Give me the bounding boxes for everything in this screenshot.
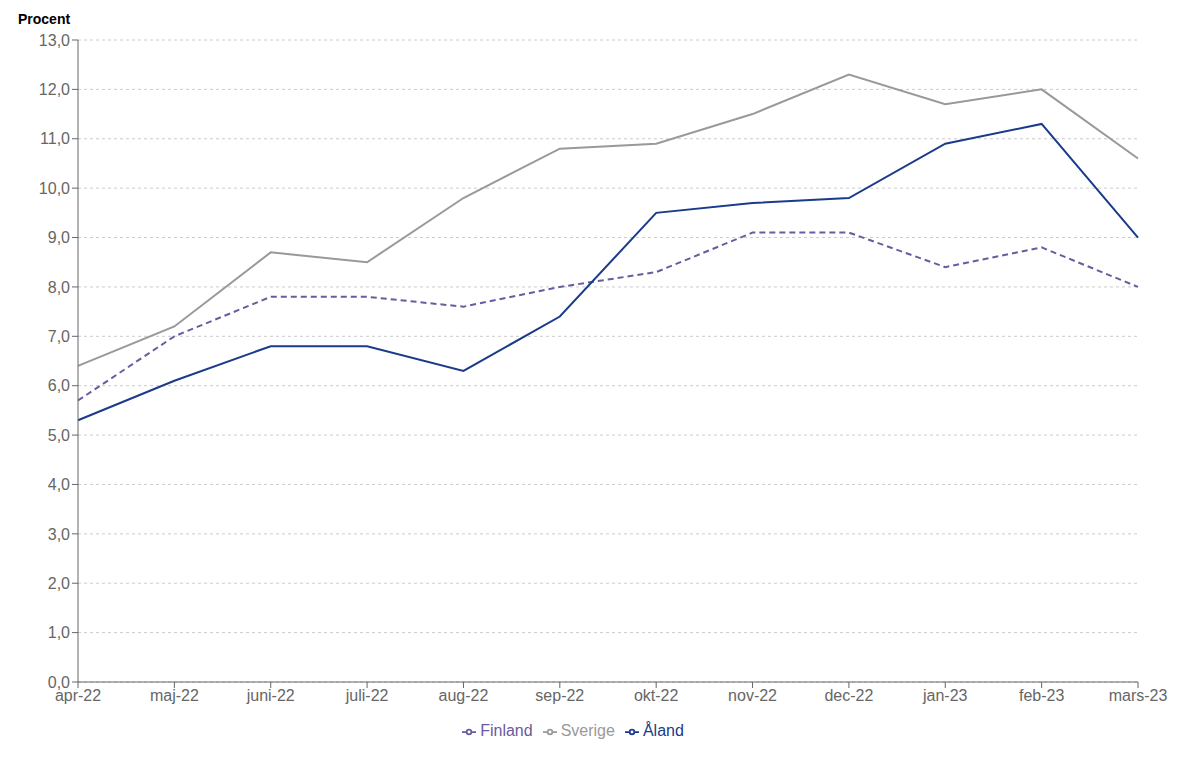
svg-text:6,0: 6,0 — [48, 377, 70, 394]
svg-text:aug-22: aug-22 — [439, 687, 489, 704]
svg-text:1,0: 1,0 — [48, 624, 70, 641]
svg-text:11,0: 11,0 — [40, 130, 70, 147]
html-text:Procent: Procent — [18, 11, 71, 27]
html-text:Åland: Åland — [642, 722, 684, 739]
svg-text:12,0: 12,0 — [39, 81, 70, 98]
svg-text:2,0: 2,0 — [48, 575, 70, 592]
svg-text:jan-23: jan-23 — [922, 687, 968, 704]
svg-text:okt-22: okt-22 — [634, 687, 679, 704]
svg-text:juli-22: juli-22 — [345, 687, 389, 704]
svg-text:5,0: 5,0 — [48, 427, 70, 444]
svg-text:nov-22: nov-22 — [728, 687, 777, 704]
svg-text:13,0: 13,0 — [39, 32, 70, 49]
svg-text:feb-23: feb-23 — [1019, 687, 1064, 704]
svg-text:maj-22: maj-22 — [150, 687, 199, 704]
svg-text:juni-22: juni-22 — [246, 687, 295, 704]
svg-text:9,0: 9,0 — [48, 229, 70, 246]
svg-text:7,0: 7,0 — [48, 328, 70, 345]
svg-text:apr-22: apr-22 — [54, 687, 102, 705]
svg-text:4,0: 4,0 — [48, 476, 70, 493]
svg-text:10,0: 10,0 — [39, 180, 70, 197]
svg-text:dec-22: dec-22 — [824, 687, 873, 704]
svg-text:mars-23: mars-23 — [1109, 687, 1168, 704]
svg-text:8,0: 8,0 — [48, 279, 70, 296]
svg-text:3,0: 3,0 — [48, 526, 70, 543]
svg-text:sep-22: sep-22 — [535, 687, 584, 704]
html-text:Sverige: Sverige — [560, 722, 615, 739]
html-text:Finland: Finland — [480, 722, 533, 739]
svg-text:0,0: 0,0 — [48, 674, 70, 691]
